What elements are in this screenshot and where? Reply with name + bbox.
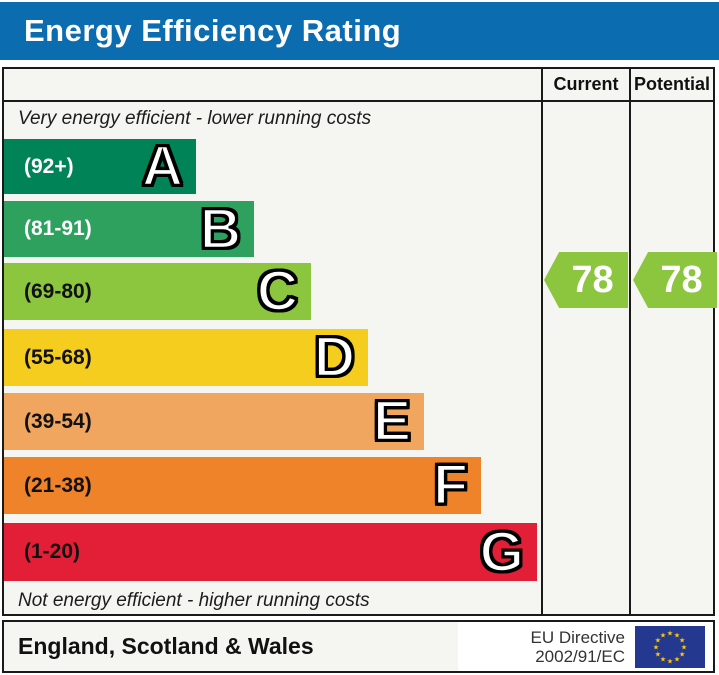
svg-text:★: ★ (679, 636, 685, 644)
band-d-range: (55-68) (24, 345, 92, 369)
potential-rating-value: 78 (660, 258, 703, 301)
potential-rating-arrow: 78 (633, 252, 717, 308)
current-rating-value: 78 (571, 258, 614, 301)
band-b-range: (81-91) (24, 217, 92, 240)
header-divider (4, 100, 713, 102)
svg-text:★: ★ (660, 655, 666, 663)
potential-column-header: Potential (633, 74, 710, 94)
band-d: (55-68) D (4, 325, 368, 389)
region-label: England, Scotland & Wales (18, 633, 314, 659)
band-g: (1-20) G (4, 519, 537, 584)
band-a-range: (92+) (24, 154, 74, 178)
eu-directive-line2: 2002/91/EC (535, 646, 625, 666)
current-rating-arrow: 78 (544, 252, 628, 308)
svg-text:★: ★ (653, 643, 659, 651)
svg-text:★: ★ (660, 631, 666, 639)
band-b: (81-91) B (4, 196, 254, 261)
band-g-range: (1-20) (24, 540, 81, 563)
svg-text:★: ★ (655, 636, 661, 644)
band-e: (39-54) E (4, 389, 424, 453)
band-f-range: (21-38) (24, 473, 92, 497)
band-f: (21-38) F (4, 453, 481, 517)
band-g-letter: G (478, 519, 525, 584)
svg-text:★: ★ (674, 631, 680, 639)
svg-text:★: ★ (667, 629, 673, 637)
band-c-range: (69-80) (24, 279, 92, 303)
band-c: (69-80) C (4, 259, 311, 323)
band-a: (92+) A (4, 134, 196, 198)
title-bar: Energy Efficiency Rating (0, 2, 719, 60)
rating-table: Current Potential Very energy efficient … (2, 67, 717, 616)
svg-text:★: ★ (674, 655, 680, 663)
page-title: Energy Efficiency Rating (24, 13, 402, 48)
band-f-letter: F (432, 453, 469, 517)
svg-text:★: ★ (679, 650, 685, 658)
current-column-header: Current (553, 74, 619, 94)
eu-directive-label: EU Directive 2002/91/EC (531, 628, 625, 666)
eu-flag-icon: ★ ★ ★ ★ ★ ★ ★ ★ ★ ★ ★ ★ (635, 625, 705, 668)
band-a-letter: A (141, 134, 185, 198)
band-e-range: (39-54) (24, 409, 92, 433)
potential-column-divider (629, 69, 631, 614)
band-e-letter: E (372, 389, 413, 453)
band-d-letter: D (313, 325, 357, 389)
svg-text:★: ★ (681, 643, 687, 651)
svg-text:★: ★ (655, 650, 661, 658)
band-b-letter: B (199, 196, 243, 261)
footer: England, Scotland & Wales EU Directive 2… (2, 620, 715, 673)
svg-text:★: ★ (667, 657, 673, 665)
directive-panel: EU Directive 2002/91/EC ★ ★ ★ ★ ★ ★ ★ ★ … (458, 622, 713, 671)
caption-very-efficient: Very energy efficient - lower running co… (18, 108, 372, 129)
band-c-letter: C (256, 259, 300, 323)
current-column-divider (541, 69, 543, 614)
caption-not-efficient: Not energy efficient - higher running co… (18, 590, 370, 611)
eu-directive-line1: EU Directive (530, 627, 625, 647)
